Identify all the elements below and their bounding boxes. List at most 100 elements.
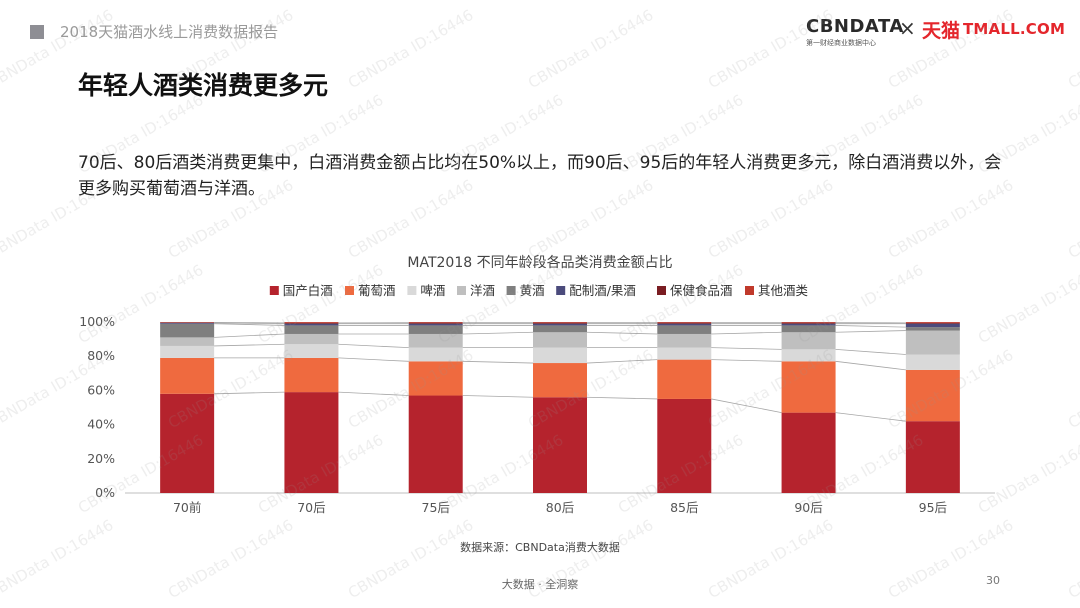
- bar-segment: [657, 347, 712, 360]
- legend-label: 啤酒: [420, 283, 445, 298]
- bar-segment: [408, 322, 463, 323]
- legend-swatch: [657, 286, 666, 295]
- cbndata-logo-subtitle: 第一财经商业数据中心: [806, 39, 876, 47]
- bar-segment: [408, 323, 463, 326]
- page-number: 30: [986, 574, 1000, 587]
- legend-label: 保健食品酒: [670, 283, 733, 298]
- legend-label: 其他酒类: [758, 283, 809, 298]
- page-title: 年轻人酒类消费更多元: [78, 71, 329, 100]
- bar-segment: [160, 322, 215, 323]
- description-text: 70后、80后酒类消费更集中，白酒消费金额占比均在50%以上，而90后、95后的…: [78, 153, 1002, 199]
- bar-segment: [657, 322, 712, 324]
- bar-segment: [533, 325, 587, 333]
- legend-swatch: [745, 286, 754, 295]
- series-connector-line: [835, 330, 906, 333]
- bar-segment: [781, 323, 836, 326]
- series-connector-line: [338, 357, 409, 362]
- x-tick-label: 80后: [546, 500, 574, 515]
- series-connector-line: [214, 333, 285, 338]
- bar-segment: [284, 322, 339, 324]
- tmall-logo-en: TMALL.COM: [963, 20, 1066, 38]
- series-connector-line: [711, 359, 782, 362]
- legend-label: 国产白酒: [283, 283, 333, 298]
- series-connector-line: [835, 412, 906, 422]
- bar-segment: [657, 359, 712, 399]
- series-connector-line: [214, 343, 285, 347]
- bar-segment: [657, 333, 712, 348]
- series-connector-line: [711, 347, 782, 350]
- y-tick-label: 20%: [87, 451, 115, 466]
- bar-segment: [284, 322, 339, 323]
- chart-container: MAT2018 不同年龄段各品类消费金额占比 国产白酒 葡萄酒 啤酒 洋酒 黄酒 配制酒/果…: [0, 240, 1080, 560]
- chart-title: MAT2018 不同年龄段各品类消费金额占比: [407, 255, 672, 271]
- bar-segment: [905, 322, 960, 323]
- series-connector-line: [586, 331, 658, 335]
- bar-segment: [408, 347, 463, 362]
- bar-segment: [284, 344, 339, 358]
- series-connector-line: [338, 391, 409, 396]
- bar-segment: [781, 325, 836, 333]
- bar-segment: [905, 421, 960, 493]
- legend-label: 配制酒/果酒: [569, 283, 636, 298]
- bar-segment: [160, 345, 215, 358]
- bar-segment: [533, 397, 587, 493]
- bar-segment: [533, 322, 587, 324]
- bar-segment: [284, 392, 339, 493]
- top-bar: 2018天猫酒水线上消费数据报告 CBNDATA 第一财经商业数据中心 × 天猫…: [0, 0, 1080, 60]
- bar-segment: [408, 361, 463, 396]
- series-connector-line: [214, 322, 285, 325]
- brand-separator: ×: [899, 16, 916, 40]
- legend-swatch: [457, 286, 466, 295]
- series-connector-line: [711, 331, 782, 335]
- series-connector-line: [711, 398, 782, 414]
- series-connector-line: [338, 343, 409, 349]
- x-tick-label: 70后: [297, 500, 325, 515]
- x-tick-label: 85后: [670, 500, 698, 515]
- bar-segment: [657, 325, 712, 334]
- header-square-marker: [30, 25, 44, 39]
- bar-segment: [781, 361, 836, 413]
- cbndata-logo: CBNDATA: [806, 16, 904, 37]
- legend-label: 葡萄酒: [358, 283, 396, 298]
- bar-segment: [781, 412, 836, 493]
- bar-segment: [905, 330, 960, 355]
- series-connector-line: [586, 359, 658, 364]
- bar-segment: [284, 325, 339, 334]
- bar-segment: [160, 337, 215, 346]
- bar-segment: [160, 323, 215, 338]
- series-connector-line: [462, 360, 534, 364]
- bar-segment: [905, 369, 960, 422]
- report-title: 2018天猫酒水线上消费数据报告: [60, 23, 279, 41]
- bar-segment: [533, 332, 587, 348]
- legend-label: 洋酒: [470, 283, 495, 298]
- bar-segment: [905, 354, 960, 370]
- legend-swatch: [345, 286, 354, 295]
- bar-segment: [160, 393, 215, 493]
- legend-swatch: [407, 286, 417, 295]
- y-tick-label: 0%: [95, 485, 115, 500]
- bar-segment: [408, 395, 463, 493]
- bar-segment: [533, 323, 587, 326]
- x-tick-label: 70前: [173, 500, 201, 515]
- bar-segment: [905, 327, 960, 331]
- legend-swatch: [506, 286, 516, 295]
- x-tick-label: 95后: [919, 500, 947, 515]
- bar-segment: [408, 333, 463, 348]
- bar-segment: [284, 323, 339, 326]
- data-source-note: 数据来源：CBNData消费大数据: [460, 541, 620, 554]
- series-connector-line: [586, 396, 658, 400]
- bar-segment: [657, 323, 712, 326]
- bar-segment: [160, 322, 215, 324]
- series-connector-line: [835, 348, 906, 355]
- bar-segment: [533, 322, 587, 323]
- bar-segment: [657, 322, 712, 323]
- bar-segment: [284, 333, 339, 345]
- series-connector-line: [462, 331, 534, 335]
- footer-slogan: 大数据 · 全洞察: [501, 578, 579, 591]
- y-tick-label: 40%: [87, 417, 115, 432]
- series-connector-line: [462, 395, 534, 398]
- series-connector-line: [214, 321, 285, 324]
- legend-swatch: [556, 286, 566, 295]
- bar-segment: [533, 347, 587, 364]
